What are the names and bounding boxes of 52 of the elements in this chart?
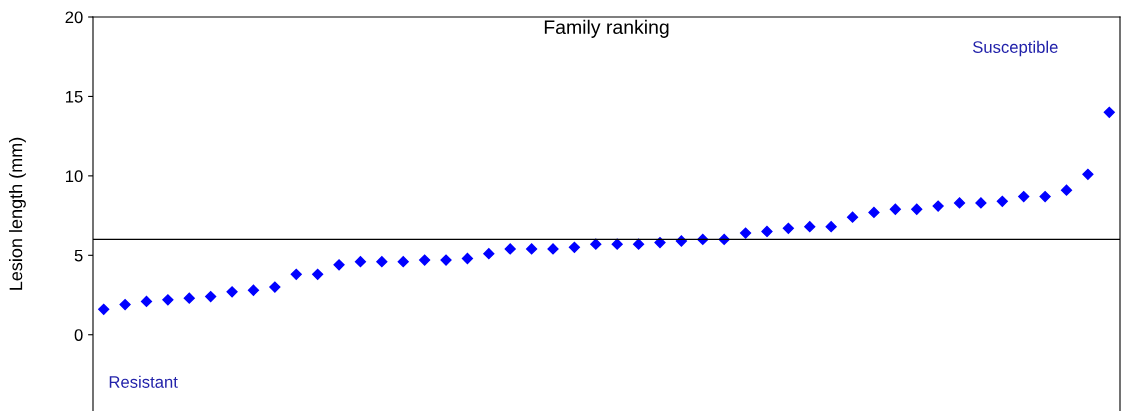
y-tick-label: 0 <box>74 329 83 341</box>
point <box>654 236 666 249</box>
point <box>269 281 281 293</box>
point <box>568 241 581 253</box>
point <box>1082 168 1094 180</box>
point <box>419 254 431 266</box>
point <box>119 298 131 311</box>
point <box>483 248 495 260</box>
point <box>247 284 260 296</box>
point <box>376 256 388 268</box>
point <box>846 211 859 223</box>
point <box>226 286 238 298</box>
point <box>183 292 195 304</box>
point <box>526 243 538 255</box>
point <box>205 291 217 303</box>
annotation: Susceptible <box>972 40 1058 57</box>
point <box>397 256 409 268</box>
point <box>98 303 110 315</box>
point <box>996 195 1008 207</box>
y-axis-title: Lesion length (mm) <box>9 137 26 290</box>
point <box>461 252 474 265</box>
point <box>1060 184 1073 196</box>
point <box>1018 190 1030 203</box>
point <box>953 197 966 209</box>
annotation: Resistant <box>109 375 178 388</box>
point <box>354 256 367 268</box>
point <box>290 268 302 280</box>
point <box>162 294 174 306</box>
point <box>761 225 773 238</box>
point <box>889 203 901 215</box>
point <box>1039 190 1051 203</box>
y-tick-label: 15 <box>66 91 83 103</box>
point <box>504 243 516 255</box>
point <box>932 200 944 212</box>
point <box>1103 106 1115 118</box>
point <box>632 238 645 250</box>
y-tick-label: 20 <box>65 11 83 24</box>
point <box>739 227 752 239</box>
y-tick-label: 10 <box>66 170 83 183</box>
chart-title: Family ranking <box>544 19 669 38</box>
point <box>975 197 987 209</box>
point <box>804 221 816 233</box>
y-tick-label: 5 <box>74 249 83 262</box>
point <box>590 238 602 250</box>
point <box>825 221 837 233</box>
point <box>911 203 923 215</box>
point <box>312 268 324 280</box>
point <box>333 259 345 271</box>
point <box>868 206 880 219</box>
point <box>611 238 623 250</box>
point <box>782 222 794 234</box>
point <box>140 295 153 307</box>
